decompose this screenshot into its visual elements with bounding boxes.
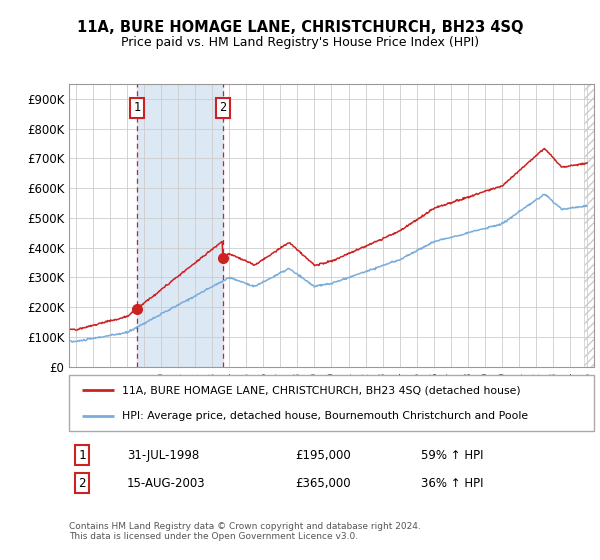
Text: 2: 2 — [79, 477, 86, 489]
Bar — [584, 84, 594, 367]
Text: HPI: Average price, detached house, Bournemouth Christchurch and Poole: HPI: Average price, detached house, Bour… — [121, 411, 527, 421]
Text: 31-JUL-1998: 31-JUL-1998 — [127, 449, 199, 461]
Text: Contains HM Land Registry data © Crown copyright and database right 2024.
This d: Contains HM Land Registry data © Crown c… — [69, 522, 421, 542]
Text: £365,000: £365,000 — [295, 477, 350, 489]
Text: 59% ↑ HPI: 59% ↑ HPI — [421, 449, 483, 461]
Text: 15-AUG-2003: 15-AUG-2003 — [127, 477, 205, 489]
Text: £195,000: £195,000 — [295, 449, 350, 461]
Text: 11A, BURE HOMAGE LANE, CHRISTCHURCH, BH23 4SQ: 11A, BURE HOMAGE LANE, CHRISTCHURCH, BH2… — [77, 20, 523, 35]
Text: 1: 1 — [79, 449, 86, 461]
Text: 1: 1 — [133, 101, 140, 114]
Text: 11A, BURE HOMAGE LANE, CHRISTCHURCH, BH23 4SQ (detached house): 11A, BURE HOMAGE LANE, CHRISTCHURCH, BH2… — [121, 385, 520, 395]
Bar — [137, 84, 223, 367]
Bar — [584, 84, 594, 367]
Text: 36% ↑ HPI: 36% ↑ HPI — [421, 477, 483, 489]
Text: Price paid vs. HM Land Registry's House Price Index (HPI): Price paid vs. HM Land Registry's House … — [121, 36, 479, 49]
Text: 2: 2 — [219, 101, 226, 114]
